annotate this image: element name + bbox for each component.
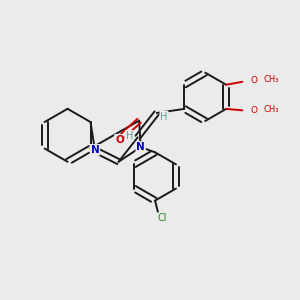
Text: N: N <box>136 142 145 152</box>
Text: Cl: Cl <box>158 213 167 223</box>
Text: H: H <box>126 131 133 141</box>
Text: O: O <box>250 76 257 85</box>
Text: N: N <box>91 145 99 155</box>
Text: H: H <box>160 112 168 122</box>
Text: O: O <box>250 106 257 115</box>
Text: CH₃: CH₃ <box>263 75 279 84</box>
Text: CH₃: CH₃ <box>263 105 279 114</box>
Text: O: O <box>115 135 124 145</box>
